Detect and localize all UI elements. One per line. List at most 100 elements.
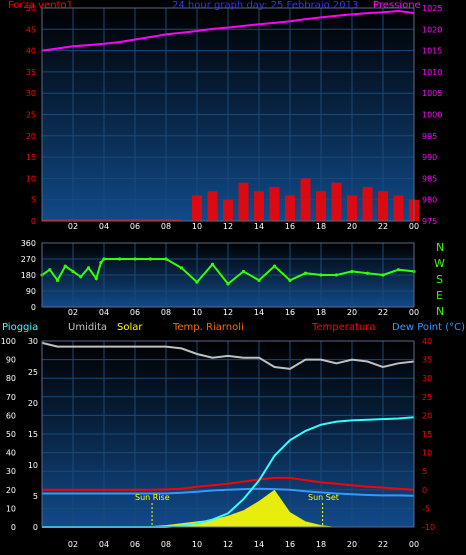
direction-label-n1: N [436,241,445,254]
wind-bar [285,195,295,221]
temp-y-right-tick-label: 25 [422,393,432,402]
x-tick-label: 22 [378,222,388,231]
x-tick-label: 12 [223,222,233,231]
y-left-tick-label: 50 [26,4,36,13]
y-right-tick-label: 975 [422,217,437,226]
temp-y-right-tick-label: 5 [422,467,427,476]
panel-frame-2 [41,242,415,308]
humidity-y-tick-label: 20 [6,486,16,495]
y-right-tick-label: 1010 [422,68,442,77]
wind-bar [362,186,373,221]
direction-y-tick-label: 360 [21,239,36,248]
legend-temp-indoor: Temp. Riarnoli [173,322,244,333]
wind-direction-point [55,278,60,282]
x-tick-label: 00 [409,222,419,231]
wind-direction-point [210,262,215,266]
panel-frame-3 [41,340,415,528]
wind-direction-point [71,269,75,274]
y-right-tick-label: 980 [422,196,437,205]
y-right-tick-label: 995 [422,132,437,141]
y-left-tick-label: 0 [31,217,36,226]
wind-direction-point [86,266,91,270]
humidity-y-tick-label: 90 [6,356,16,365]
rain-y-tick-label: 30 [28,337,38,346]
wind-direction-point [195,280,199,284]
y-right-tick-label: 1025 [422,4,442,13]
legend-temperature: Temperatura [312,322,376,333]
pressure-line [41,9,415,52]
x-tick-label: 18 [316,308,326,317]
y-left-tick-label: 20 [26,132,36,141]
sun-rise-annotation: Sun Rise [135,493,170,502]
y-right-tick-label: 1020 [422,25,442,34]
wind-direction-point [241,269,246,274]
x-tick-label: 12 [223,308,233,317]
y-right-tick-label: 1000 [422,111,442,120]
y-left-tick-label: 30 [26,89,36,98]
x-tick-label: 12 [223,540,233,549]
x-tick-label: 16 [285,540,295,549]
wind-bar [316,191,326,221]
humidity-y-tick-label: 100 [1,337,16,346]
y-left-tick-label: 45 [26,25,36,34]
wind-bar [331,182,342,221]
wind-direction-point [179,266,184,270]
x-tick-label: 06 [130,540,140,549]
rain-y-tick-label: 0 [33,523,38,532]
x-tick-label: 00 [409,308,419,317]
temp-y-right-tick-label: 40 [422,337,432,346]
wind-bar [393,195,404,221]
wind-direction-point [381,273,385,277]
humidity-line [41,341,415,370]
y-left-tick-label: 25 [26,111,36,120]
temp-y-right-tick-label: -10 [422,523,435,532]
humidity-y-tick-label: 80 [6,374,16,383]
x-tick-label: 20 [347,540,357,549]
y-right-tick-label: 1005 [422,89,442,98]
wind-bar [238,182,249,221]
humidity-y-tick-label: 0 [11,523,16,532]
wind-direction-point [148,257,153,261]
humidity-y-tick-label: 60 [6,411,16,420]
wind-direction-point [99,260,103,265]
x-tick-label: 16 [285,222,295,231]
x-tick-label: 02 [68,222,78,231]
direction-label-e: E [436,289,443,302]
wind-bar [192,195,202,221]
x-tick-label: 06 [130,308,140,317]
dew-point-line [42,487,415,497]
x-tick-label: 04 [99,222,109,231]
wind-direction-point [303,271,308,275]
x-tick-label: 20 [347,308,357,317]
panel-frame-1 [41,7,415,222]
wind-direction-point [396,268,401,272]
humidity-y-tick-label: 70 [6,393,16,402]
y-right-tick-label: 1015 [422,47,442,56]
wind-bar [269,186,280,221]
sun-set-annotation: Sun Set [308,493,339,502]
wind-direction-point [117,257,122,261]
humidity-y-tick-label: 40 [6,449,16,458]
wind-bar [347,195,357,221]
direction-y-tick-label: 90 [26,287,36,296]
x-tick-label: 14 [254,540,264,549]
x-tick-label: 06 [130,222,140,231]
y-left-tick-label: 5 [31,196,36,205]
wind-direction-point [319,273,323,277]
temperature-line [42,476,415,491]
x-tick-label: 02 [68,308,78,317]
legend-solar: Solar [117,322,143,333]
direction-y-tick-label: 270 [21,255,36,264]
temp-y-right-tick-label: 35 [422,356,432,365]
wind-direction-point [226,282,230,286]
x-tick-label: 08 [161,222,171,231]
wind-direction-point [272,264,277,268]
y-right-tick-label: 985 [422,174,437,183]
wind-bar [378,191,388,221]
x-tick-label: 08 [161,308,171,317]
chart-title: 24 hour graph day: 25 Febbraio 2013 [172,0,359,11]
wind-bar [207,191,218,221]
direction-label-n2: N [436,305,445,318]
